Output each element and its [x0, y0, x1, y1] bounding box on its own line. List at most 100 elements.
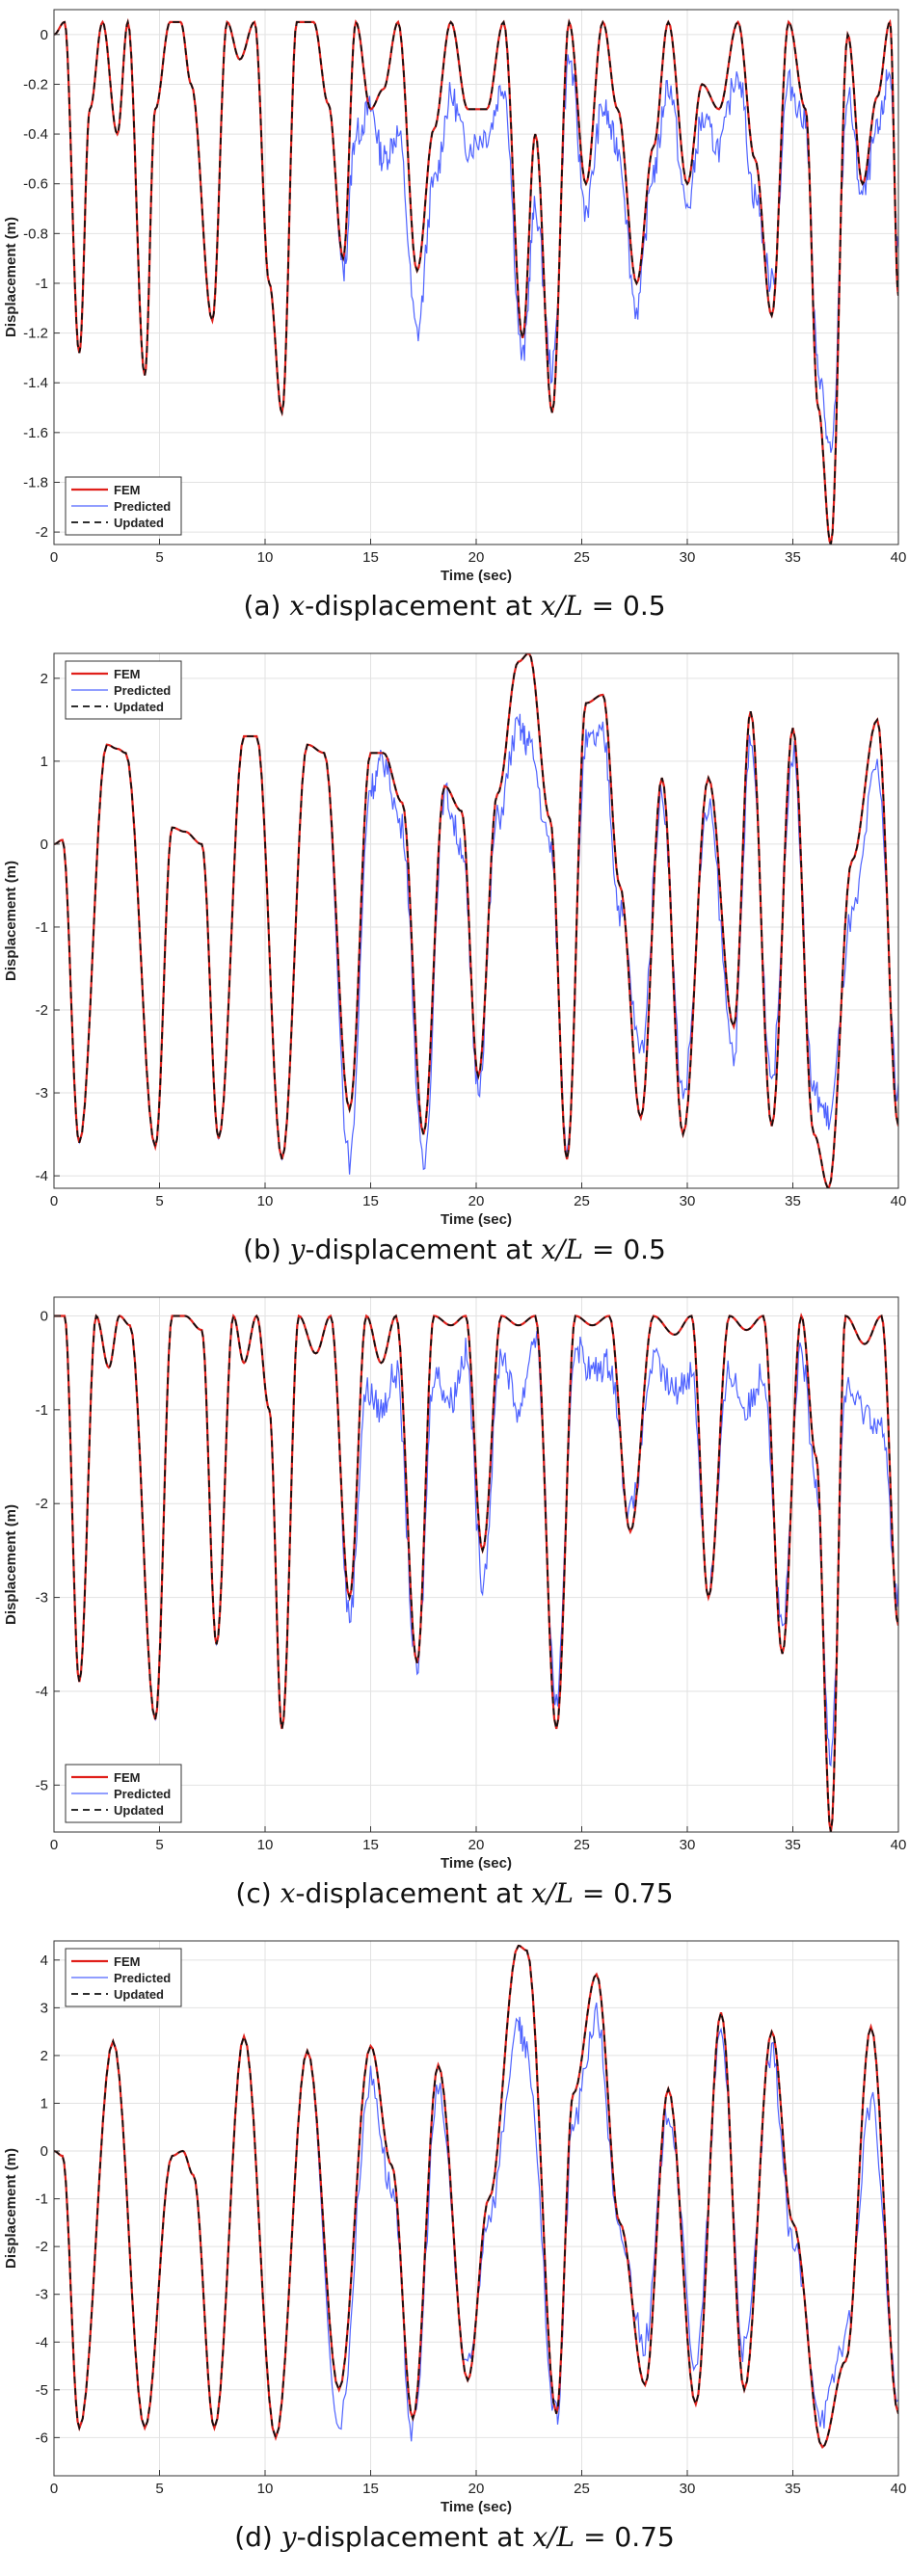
caption-b-loc: x/L	[541, 1234, 584, 1265]
x-tick-label: 10	[257, 549, 274, 566]
series-updated	[54, 1313, 898, 1832]
chart-panel-a: 0 5 10 15 20 25 30 35 40 0 -0.2 -0.4 -0.6 -0.8 -1 -1.2 -…	[0, 0, 909, 644]
y-axis-label: Displacement (m)	[3, 861, 19, 981]
y-tick-label: -3	[36, 2287, 48, 2303]
x-tick-label: 40	[891, 1837, 907, 1853]
caption-b-val: = 0.5	[591, 1234, 666, 1265]
legend-label-predicted: Predicted	[114, 499, 171, 514]
caption-a-var: x	[289, 590, 306, 622]
caption-c-val: = 0.75	[581, 1877, 674, 1909]
chart-a: 0 5 10 15 20 25 30 35 40 0 -0.2 -0.4 -0.6 -0.8 -1 -1.2 -…	[3, 9, 907, 584]
y-tick-label: -5	[36, 1777, 48, 1793]
caption-c-rest: -displacement at	[295, 1877, 523, 1909]
y-tick-label: 1	[40, 2095, 48, 2111]
legend-label-fem: FEM	[114, 667, 140, 681]
x-tick-label: 20	[468, 549, 485, 566]
caption-b-rest: -displacement at	[305, 1234, 533, 1265]
x-tick-label: 30	[680, 2481, 696, 2497]
x-tick-label: 25	[574, 1837, 590, 1853]
x-tick-label: 35	[785, 1837, 801, 1853]
series-updated	[54, 18, 898, 544]
x-tick-label: 35	[785, 549, 801, 566]
y-tick-label: -1	[36, 919, 48, 936]
x-tick-label: 35	[785, 1193, 801, 1209]
caption-d-letter: (d)	[234, 2521, 273, 2553]
y-tick-label: -4	[36, 1684, 48, 1700]
x-tick-label: 5	[155, 1193, 163, 1209]
y-tick-label: -0.4	[23, 126, 48, 143]
series-updated	[54, 1945, 898, 2449]
chart-panel-c: 0 5 10 15 20 25 30 35 40 0 -1 -2 -3 -4 -5 Time (sec) Dis…	[0, 1288, 909, 1931]
x-tick-label: 5	[155, 1837, 163, 1853]
caption-b: (b) y-displacement at x/L = 0.5	[0, 1234, 909, 1265]
caption-d-loc: x/L	[532, 2521, 575, 2553]
caption-c: (c) x-displacement at x/L = 0.75	[0, 1877, 909, 1909]
caption-b-letter: (b)	[243, 1234, 281, 1265]
y-tick-label: -1	[36, 276, 48, 292]
y-tick-label: -1	[36, 1402, 48, 1419]
caption-a-letter: (a)	[243, 590, 281, 622]
x-tick-label: 0	[50, 2481, 58, 2497]
legend-label-updated: Updated	[114, 700, 164, 714]
y-axis-label: Displacement (m)	[3, 2148, 19, 2269]
y-tick-label: -4	[36, 2334, 48, 2350]
y-tick-label: -3	[36, 1590, 48, 1607]
legend-label-updated: Updated	[114, 516, 164, 530]
y-tick-label: -6	[36, 2430, 48, 2446]
caption-d-rest: -displacement at	[296, 2521, 524, 2553]
legend-label-predicted: Predicted	[114, 1971, 171, 1985]
legend-label-predicted: Predicted	[114, 1787, 171, 1801]
x-tick-label: 10	[257, 1193, 274, 1209]
legend-label-fem: FEM	[114, 1954, 140, 1969]
x-tick-label: 20	[468, 1837, 485, 1853]
x-tick-label: 10	[257, 2481, 274, 2497]
caption-b-var: y	[289, 1234, 306, 1265]
caption-d: (d) y-displacement at x/L = 0.75	[0, 2521, 909, 2553]
x-tick-label: 40	[891, 2481, 907, 2497]
caption-a-val: = 0.5	[591, 590, 666, 622]
x-tick-label: 35	[785, 2481, 801, 2497]
x-tick-label: 30	[680, 1837, 696, 1853]
series-group	[54, 653, 898, 1188]
series-group	[54, 1312, 898, 1832]
chart-c: 0 5 10 15 20 25 30 35 40 0 -1 -2 -3 -4 -5 Time (sec) Dis…	[3, 1296, 907, 1872]
caption-a: (a) x-displacement at x/L = 0.5	[0, 590, 909, 622]
y-axis-label: Displacement (m)	[3, 217, 19, 337]
x-tick-label: 30	[680, 1193, 696, 1209]
y-tick-label: -1	[36, 2191, 48, 2208]
x-axis-label: Time (sec)	[441, 1211, 512, 1228]
y-tick-label: -3	[36, 1085, 48, 1102]
y-tick-label: 0	[40, 27, 48, 43]
x-axis-label: Time (sec)	[441, 2499, 512, 2515]
y-tick-label: 4	[40, 1952, 48, 1969]
series-group	[54, 1944, 898, 2450]
x-axis-label: Time (sec)	[441, 1855, 512, 1872]
y-tick-label: -2	[36, 524, 48, 541]
caption-d-val: = 0.75	[583, 2521, 675, 2553]
y-tick-label: -1.2	[23, 326, 48, 342]
y-tick-label: 2	[40, 2048, 48, 2064]
caption-d-var: y	[281, 2521, 297, 2553]
y-axis-label: Displacement (m)	[3, 1504, 19, 1625]
y-tick-label: 3	[40, 2000, 48, 2016]
x-tick-label: 40	[891, 549, 907, 566]
y-tick-label: -5	[36, 2382, 48, 2399]
x-tick-label: 15	[362, 1837, 379, 1853]
legend-label-updated: Updated	[114, 1987, 164, 2002]
x-tick-label: 15	[362, 2481, 379, 2497]
x-tick-label: 10	[257, 1837, 274, 1853]
y-tick-label: -2	[36, 1496, 48, 1512]
legend-label-updated: Updated	[114, 1803, 164, 1818]
caption-c-var: x	[280, 1877, 296, 1909]
caption-c-letter: (c)	[235, 1877, 272, 1909]
x-tick-label: 15	[362, 1193, 379, 1209]
y-tick-label: -4	[36, 1168, 48, 1184]
y-tick-label: -1.6	[23, 425, 48, 441]
legend-label-predicted: Predicted	[114, 683, 171, 698]
x-tick-label: 30	[680, 549, 696, 566]
y-tick-label: -0.8	[23, 226, 48, 242]
x-tick-label: 0	[50, 1837, 58, 1853]
y-tick-label: -2	[36, 2239, 48, 2255]
x-tick-label: 5	[155, 2481, 163, 2497]
